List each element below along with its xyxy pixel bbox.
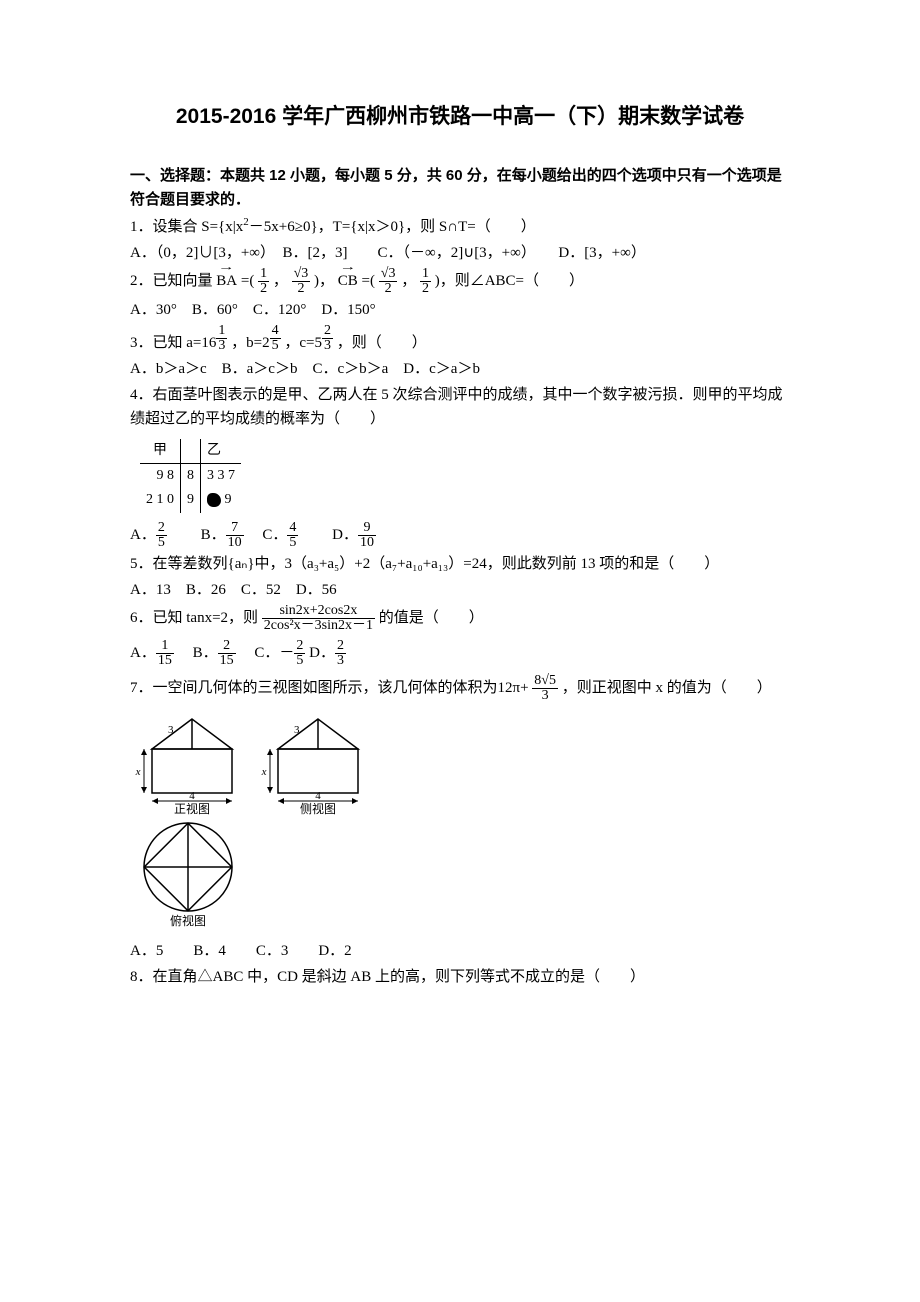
q2-eq2c: )，则∠ABC=（ ） bbox=[435, 273, 584, 289]
three-view-svg: 正视图 4 x 3 侧视图 4 x 3 俯视图 bbox=[130, 711, 380, 931]
q4-optC-frac: 45 bbox=[287, 521, 298, 550]
svg-text:3: 3 bbox=[168, 724, 174, 736]
q3-a-exp: 13 bbox=[216, 332, 227, 344]
question-1: 1．设集合 S={x|x2－5x+6≥0}，T={x|x＞0}，则 S∩T=（ … bbox=[130, 214, 790, 239]
svg-text:正视图: 正视图 bbox=[174, 801, 210, 816]
q7-vol-frac: 8√53 bbox=[532, 674, 558, 703]
question-7-options: A．5 B．4 C．3 D．2 bbox=[130, 939, 790, 963]
q6-optB-frac: 215 bbox=[218, 639, 236, 668]
q4-optD-label: D． bbox=[332, 527, 358, 543]
three-view-diagram: 正视图 4 x 3 侧视图 4 x 3 俯视图 bbox=[130, 711, 790, 931]
q4-optD-frac: 910 bbox=[358, 521, 376, 550]
q4-optC-label: C． bbox=[262, 527, 287, 543]
svg-text:x: x bbox=[135, 766, 141, 778]
sl-head-m bbox=[181, 439, 201, 464]
sl-r2-m: 9 bbox=[181, 488, 201, 512]
q2-eq2b: ， bbox=[401, 273, 416, 289]
q2-frac3: √32 bbox=[379, 267, 398, 296]
q1-stem-b: －5x+6≥0}，T={x|x＞0}，则 S∩T=（ ） bbox=[249, 219, 536, 235]
svg-text:4: 4 bbox=[189, 790, 195, 802]
svg-text:俯视图: 俯视图 bbox=[170, 913, 206, 928]
q3-b-exp: 45 bbox=[270, 332, 281, 344]
svg-text:3: 3 bbox=[294, 724, 300, 736]
q3-c-base: ，c=5 bbox=[284, 335, 322, 351]
q2-frac2: √32 bbox=[292, 267, 311, 296]
question-7: 7．一空间几何体的三视图如图所示，该几何体的体积为12π+ 8√53 ，则正视图… bbox=[130, 674, 790, 703]
sl-r1-r: 3 3 7 bbox=[201, 464, 242, 489]
ink-blot-icon bbox=[207, 493, 221, 507]
q6-optD-frac: 23 bbox=[335, 639, 346, 668]
q1-optA: A．（0，2]∪[3，+∞） bbox=[130, 245, 267, 261]
question-6: 6．已知 tanx=2，则 sin2x+2cos2x2cos²x－3sin2x－… bbox=[130, 604, 790, 633]
q2-eq2a: =( bbox=[362, 273, 375, 289]
sl-head-r: 乙 bbox=[201, 439, 242, 464]
question-2-options: A．30° B．60° C．120° D．150° bbox=[130, 298, 790, 322]
sl-r1-m: 8 bbox=[181, 464, 201, 489]
question-4-options: A．25 B．710 C．45 D．910 bbox=[130, 521, 790, 550]
question-8: 8．在直角△ABC 中，CD 是斜边 AB 上的高，则下列等式不成立的是（ ） bbox=[130, 965, 790, 989]
q1-stem-a: 1．设集合 S={x|x bbox=[130, 219, 243, 235]
question-6-options: A．115 B．215 C．－25 D．23 bbox=[130, 639, 790, 668]
q4-optB-frac: 710 bbox=[226, 521, 244, 550]
q6-stem-b: 的值是（ ） bbox=[379, 610, 484, 626]
q1-optD: D．[3，+∞） bbox=[558, 245, 645, 261]
vector-cb: CB bbox=[338, 269, 358, 293]
q3-b-base: ，b=2 bbox=[231, 335, 269, 351]
q4-optA-frac: 25 bbox=[156, 521, 167, 550]
question-3: 3．已知 a=1613 ，b=245 ，c=523 ，则（ ） bbox=[130, 324, 790, 355]
q2-eq1c: )， bbox=[314, 273, 334, 289]
q6-optB-label: B． bbox=[193, 645, 218, 661]
question-3-options: A．b＞a＞c B．a＞c＞b C．c＞b＞a D．c＞a＞b bbox=[130, 357, 790, 381]
sl-r1-l: 9 8 bbox=[140, 464, 181, 489]
question-5-options: A．13 B．26 C．52 D．56 bbox=[130, 578, 790, 602]
q4-optB-label: B． bbox=[201, 527, 226, 543]
svg-text:侧视图: 侧视图 bbox=[300, 801, 336, 816]
question-2: 2．已知向量 BA =( 12 ， √32 )， CB =( √32 ， 12 … bbox=[130, 267, 790, 296]
q2-frac1: 12 bbox=[258, 267, 269, 296]
q7-stem-a: 7．一空间几何体的三视图如图所示，该几何体的体积为12π+ bbox=[130, 680, 529, 696]
front-view: 正视图 4 x 3 bbox=[135, 719, 232, 816]
q3-stem-b: ，则（ ） bbox=[337, 335, 427, 351]
q6-main-frac: sin2x+2cos2x2cos²x－3sin2x－1 bbox=[262, 604, 375, 633]
q6-optD-label: D． bbox=[309, 645, 335, 661]
q6-optA-label: A． bbox=[130, 645, 156, 661]
section-header-1: 一、选择题：本题共 12 小题，每小题 5 分，共 60 分，在每小题给出的四个… bbox=[130, 164, 790, 212]
sl-head-l: 甲 bbox=[140, 439, 181, 464]
q3-stem-a: 3．已知 bbox=[130, 335, 183, 351]
sl-r2-r: 9 bbox=[201, 488, 242, 512]
q3-a-base: a=16 bbox=[186, 335, 216, 351]
question-5: 5．在等差数列{aₙ}中，3（a₃+a₅）+2（a₇+a₁₀+a₁₃）=24，则… bbox=[130, 552, 790, 576]
q6-stem-a: 6．已知 tanx=2，则 bbox=[130, 610, 258, 626]
q6-optA-frac: 115 bbox=[156, 639, 174, 668]
q7-stem-b: ，则正视图中 x 的值为（ ） bbox=[562, 680, 772, 696]
question-4: 4．右面茎叶图表示的是甲、乙两人在 5 次综合测评中的成绩，其中一个数字被污损．… bbox=[130, 383, 790, 431]
svg-text:4: 4 bbox=[315, 790, 321, 802]
q2-stem-a: 2．已知向量 bbox=[130, 273, 213, 289]
q3-c-exp: 23 bbox=[322, 332, 333, 344]
stem-leaf-plot: 甲 乙 9 8 8 3 3 7 2 1 0 9 9 bbox=[140, 439, 241, 513]
top-view: 俯视图 bbox=[144, 823, 232, 928]
svg-text:x: x bbox=[261, 766, 267, 778]
q4-optA-label: A． bbox=[130, 527, 156, 543]
sl-r2-l: 2 1 0 bbox=[140, 488, 181, 512]
q1-optC: C．（－∞，2]∪[3，+∞） bbox=[378, 245, 529, 261]
q2-eq1a: =( bbox=[241, 273, 254, 289]
q6-optC-frac: 25 bbox=[294, 639, 305, 668]
vector-ba: BA bbox=[216, 269, 237, 293]
q2-eq1b: ， bbox=[273, 273, 288, 289]
q2-frac4: 12 bbox=[420, 267, 431, 296]
q6-optC-label: C．－ bbox=[254, 645, 294, 661]
side-view: 侧视图 4 x 3 bbox=[261, 719, 358, 816]
page-title: 2015-2016 学年广西柳州市铁路一中高一（下）期末数学试卷 bbox=[130, 100, 790, 134]
